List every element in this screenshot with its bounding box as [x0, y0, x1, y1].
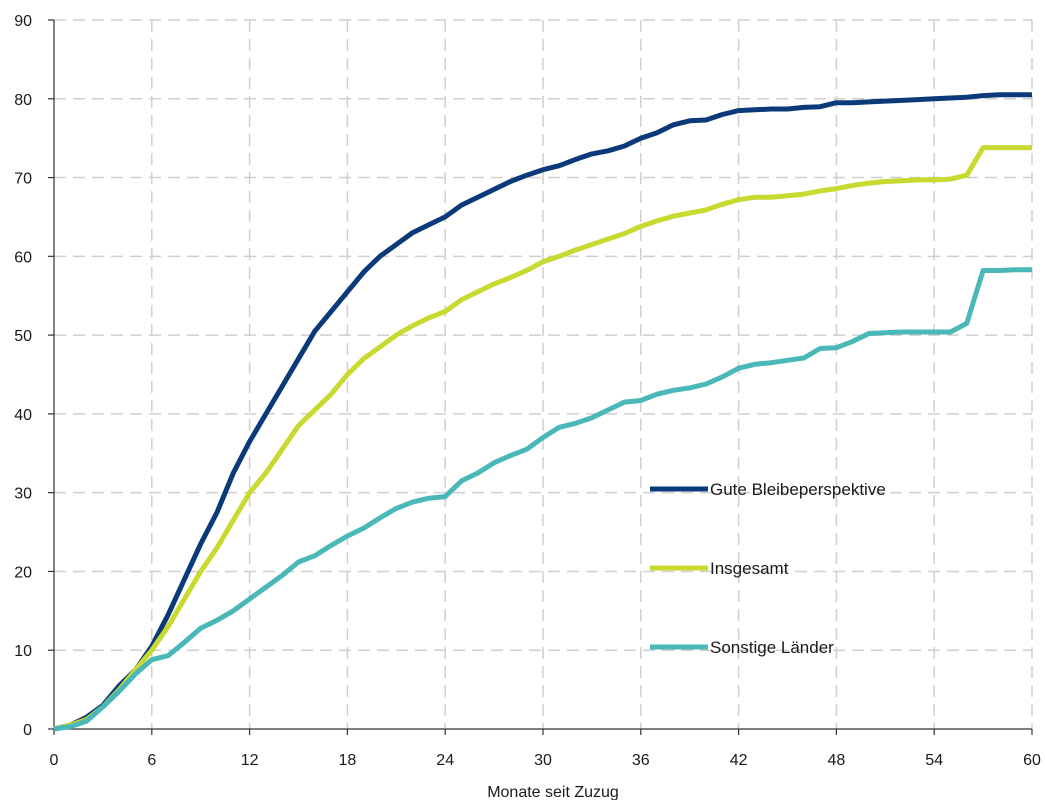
- x-tick-label: 18: [339, 752, 357, 769]
- x-axis-title: Monate seit Zuzug: [487, 784, 619, 800]
- legend-label-1: Insgesamt: [710, 559, 789, 578]
- x-tick-label: 36: [632, 752, 650, 769]
- series-line-1: [53, 145, 1032, 732]
- x-tick-label: 48: [828, 752, 846, 769]
- y-tick-label: 30: [14, 486, 32, 503]
- x-tick-labels: 0 6 12 18 24 30 36 42 48 54 60: [50, 752, 1041, 769]
- series-line-2: [53, 267, 1032, 732]
- x-tick-label: 54: [925, 752, 943, 769]
- y-tick-label: 80: [14, 92, 32, 109]
- y-tick-label: 70: [14, 171, 32, 188]
- y-tick-label: 60: [14, 249, 32, 266]
- axes: [48, 19, 1033, 735]
- x-tick-label: 12: [241, 752, 259, 769]
- y-tick-label: 20: [14, 564, 32, 581]
- x-tick-label: 60: [1023, 752, 1041, 769]
- y-tick-label: 40: [14, 407, 32, 424]
- series-lines: [53, 92, 1032, 732]
- x-tick-label: 30: [534, 752, 552, 769]
- y-tick-label: 0: [23, 722, 32, 739]
- y-tick-labels: 0 10 20 30 40 50 60 70 80 90: [14, 13, 32, 739]
- legend-label-2: Sonstige Länder: [710, 638, 834, 657]
- x-tick-label: 6: [147, 752, 156, 769]
- series-line-0: [53, 92, 1032, 732]
- gridlines: [54, 19, 1033, 729]
- x-tick-label: 24: [436, 752, 454, 769]
- x-tick-label: 0: [50, 752, 59, 769]
- legend-label-0: Gute Bleibeperspektive: [710, 480, 886, 499]
- legend: Gute Bleibeperspektive Insgesamt Sonstige …: [650, 480, 886, 657]
- y-tick-label: 10: [14, 643, 32, 660]
- x-tick-label: 42: [730, 752, 748, 769]
- y-tick-label: 50: [14, 328, 32, 345]
- y-tick-label: 90: [14, 13, 32, 30]
